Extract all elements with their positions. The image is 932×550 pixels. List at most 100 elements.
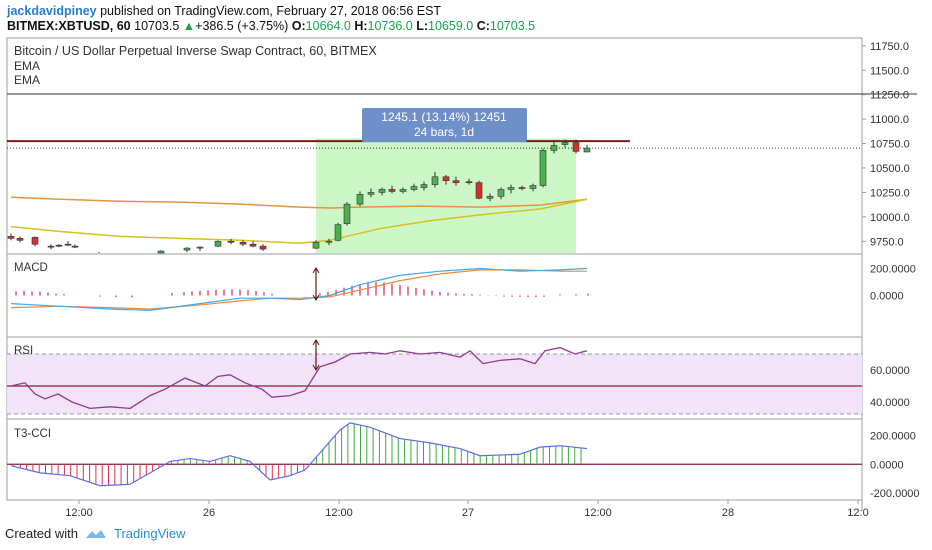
cci-tick-label: 0.0000 [870, 459, 904, 471]
rsi-line [10, 346, 588, 410]
candle-body [550, 145, 558, 151]
candle-body [249, 243, 257, 247]
price-tick-label: 9750.0 [870, 236, 904, 248]
candle-body [431, 176, 439, 185]
price-value: 10703.5 [134, 19, 180, 33]
candle-body [227, 240, 235, 243]
candle-body [259, 245, 267, 250]
cci-line [10, 422, 588, 487]
candle-body [356, 194, 364, 205]
rsi-band [7, 354, 862, 414]
legend-entry: EMA [14, 73, 40, 87]
symbol-label: BITMEX:XBTUSD, 60 [7, 19, 131, 33]
candle-body [367, 192, 375, 195]
candle-body [583, 147, 591, 153]
candle-body [157, 250, 165, 254]
created-with-text: Created with [5, 526, 78, 541]
ema-slow-line [10, 198, 588, 244]
macd-tick-label: 0.0000 [870, 291, 904, 303]
measure-label-line-1: 1245.1 (13.14%) 12451 [381, 110, 507, 124]
measure-label-box [362, 108, 527, 142]
measure-range-box [316, 138, 576, 253]
price-tick-label: 10750.0 [870, 139, 910, 151]
rsi-tick-label: 60.0000 [870, 365, 910, 377]
header-line-2: BITMEX:XBTUSD, 60 10703.5 ▲+386.5 (+3.75… [7, 19, 535, 33]
close-value: 10703.5 [489, 19, 536, 33]
up-triangle-icon: ▲ [182, 19, 196, 33]
arrow-head-down [312, 364, 320, 371]
time-tick-label: 27 [462, 507, 474, 519]
candle-body [16, 238, 24, 241]
time-tick-label: 26 [203, 507, 215, 519]
footer: Created with TradingView [5, 526, 186, 541]
candle-body [196, 246, 204, 249]
cci-tick-label: 200.0000 [870, 431, 916, 443]
candle-body [507, 187, 515, 190]
chart-title: Bitcoin / US Dollar Perpetual Inverse Sw… [14, 44, 377, 58]
price-tick-label: 11750.0 [870, 41, 909, 53]
rsi-tick-label: 40.0000 [870, 397, 910, 409]
time-tick-label: 12:00 [65, 507, 93, 519]
price-tick-label: 10500.0 [870, 163, 910, 175]
time-tick-label: 12:00 [584, 507, 612, 519]
candle-body [442, 176, 450, 181]
chart-frame [6, 37, 863, 501]
price-tick-label: 10000.0 [870, 212, 910, 224]
price-tick-label: 11500.0 [870, 65, 909, 77]
candle-body [465, 181, 473, 183]
candle-body [7, 236, 15, 239]
candle-body [475, 182, 483, 199]
macd-tick-label: 200.0000 [870, 264, 916, 276]
header-line-1: jackdavidpiney published on TradingView.… [7, 4, 441, 18]
author-link[interactable]: jackdavidpiney [7, 4, 97, 18]
candle-body [312, 241, 320, 249]
candle-body [518, 187, 526, 189]
candle-body [539, 150, 547, 186]
candle-body [55, 244, 63, 247]
candle-body [47, 245, 55, 248]
candle-body [239, 241, 247, 245]
legend-entry: EMA [14, 59, 40, 73]
candle-body [343, 203, 351, 224]
price-tick-label: 11000.0 [870, 114, 909, 126]
arrow-head-down [312, 294, 320, 301]
macd-signal-line [10, 269, 587, 310]
time-tick-label: 28 [722, 507, 734, 519]
macd-line [10, 267, 588, 311]
candle-body [572, 142, 580, 152]
chart-canvas[interactable]: Bitcoin / US Dollar Perpetual Inverse Sw… [0, 36, 932, 524]
cci-label: T3-CCI [14, 428, 51, 440]
close-label: C: [476, 19, 490, 33]
ema-fast-line [10, 196, 588, 209]
tradingview-brand[interactable]: TradingView [113, 526, 186, 541]
change-value: +386.5 (+3.75%) [195, 19, 289, 33]
time-tick-label: 12:0 [847, 507, 868, 519]
price-tick-label: 11250.0 [870, 90, 909, 102]
candle-body [325, 240, 333, 243]
candle-body [388, 189, 396, 192]
candle-body [561, 142, 569, 145]
arrow-head-up [312, 339, 320, 346]
published-text: published on TradingView.com, February 2… [100, 4, 442, 18]
candle-body [71, 245, 79, 248]
candle-body [64, 243, 72, 246]
candle-body [378, 189, 386, 193]
low-value: 10659.0 [428, 19, 474, 33]
candle-body [420, 184, 428, 188]
candle-body [214, 240, 222, 247]
open-value: 10664.0 [305, 19, 351, 33]
price-tick-label: 10250.0 [870, 187, 910, 199]
macd-label: MACD [14, 262, 48, 274]
candle-body [529, 185, 537, 189]
high-label: H: [354, 19, 368, 33]
open-label: O: [291, 19, 306, 33]
candle-body [410, 186, 418, 190]
candle-body [452, 180, 460, 183]
tradingview-logo-icon [85, 529, 106, 538]
candle-body [486, 196, 494, 199]
rsi-label: RSI [14, 345, 33, 357]
candle-body [399, 189, 407, 192]
measure-label-line-2: 24 bars, 1d [414, 125, 474, 139]
time-tick-label: 12:00 [325, 507, 353, 519]
candle-body [183, 247, 191, 251]
